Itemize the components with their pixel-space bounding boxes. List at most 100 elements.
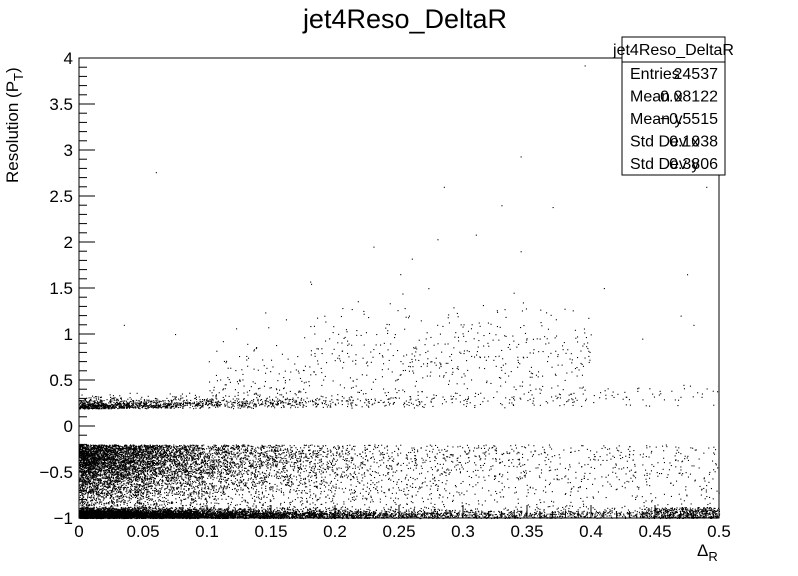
data-point xyxy=(444,458,445,459)
data-point xyxy=(306,470,307,471)
data-point xyxy=(147,484,148,485)
data-point xyxy=(193,476,194,477)
data-point xyxy=(378,466,379,467)
data-point xyxy=(426,460,427,461)
data-point xyxy=(110,486,111,487)
data-point xyxy=(249,470,250,471)
data-point xyxy=(136,466,137,467)
data-point xyxy=(342,488,343,489)
data-point xyxy=(458,369,459,370)
data-point xyxy=(199,396,200,397)
data-point xyxy=(629,457,630,458)
data-point xyxy=(540,310,541,311)
data-point xyxy=(582,346,583,347)
data-point xyxy=(571,362,572,363)
data-point xyxy=(164,471,165,472)
data-point xyxy=(351,462,352,463)
data-point xyxy=(300,466,301,467)
data-point xyxy=(153,504,154,505)
data-point xyxy=(95,488,96,489)
data-point xyxy=(120,489,121,490)
data-point xyxy=(148,491,149,492)
data-point xyxy=(275,447,276,448)
data-point xyxy=(118,498,119,499)
data-point xyxy=(579,387,580,388)
data-point xyxy=(239,453,240,454)
data-point xyxy=(630,478,631,479)
data-point xyxy=(484,448,485,449)
data-point xyxy=(346,474,347,475)
data-point xyxy=(234,483,235,484)
data-point xyxy=(538,508,539,509)
data-point xyxy=(284,468,285,469)
data-point xyxy=(516,389,517,390)
data-point xyxy=(170,469,171,470)
data-point xyxy=(545,343,546,344)
data-point xyxy=(277,402,278,403)
data-point xyxy=(278,457,279,458)
data-point xyxy=(562,512,563,513)
data-point xyxy=(183,452,184,453)
data-point xyxy=(382,376,383,377)
data-point xyxy=(221,508,222,509)
data-point xyxy=(403,363,404,364)
data-point xyxy=(609,509,610,510)
data-point xyxy=(94,495,95,496)
data-point xyxy=(306,445,307,446)
data-point xyxy=(125,500,126,501)
data-point xyxy=(654,397,655,398)
data-point xyxy=(167,458,168,459)
data-point xyxy=(149,407,150,408)
data-point xyxy=(389,360,390,361)
data-point xyxy=(311,467,312,468)
data-point xyxy=(225,460,226,461)
data-point xyxy=(241,482,242,483)
data-point xyxy=(459,494,460,495)
data-point xyxy=(149,478,150,479)
data-point xyxy=(384,448,385,449)
data-point xyxy=(409,371,410,372)
data-point xyxy=(218,491,219,492)
data-point xyxy=(567,401,568,402)
data-point xyxy=(237,405,238,406)
data-point xyxy=(266,475,267,476)
data-point xyxy=(699,459,700,460)
data-point xyxy=(519,511,520,512)
data-point xyxy=(204,400,205,401)
data-point xyxy=(193,408,194,409)
data-point xyxy=(184,472,185,473)
data-point xyxy=(253,461,254,462)
data-point xyxy=(609,511,610,512)
data-point xyxy=(423,460,424,461)
data-point xyxy=(484,454,485,455)
data-point xyxy=(439,452,440,453)
data-point xyxy=(330,474,331,475)
data-point xyxy=(474,455,475,456)
data-point xyxy=(381,480,382,481)
data-point xyxy=(301,381,302,382)
data-point xyxy=(244,464,245,465)
data-point xyxy=(85,502,86,503)
data-point xyxy=(240,489,241,490)
data-point xyxy=(594,509,595,510)
data-point xyxy=(304,482,305,483)
data-point xyxy=(164,455,165,456)
data-point xyxy=(292,501,293,502)
data-point xyxy=(455,393,456,394)
data-point xyxy=(116,502,117,503)
data-point xyxy=(557,509,558,510)
data-point xyxy=(180,468,181,469)
data-point xyxy=(546,464,547,465)
data-point xyxy=(679,473,680,474)
data-point xyxy=(174,452,175,453)
data-point xyxy=(300,475,301,476)
data-point xyxy=(114,400,115,401)
data-point xyxy=(545,460,546,461)
data-point xyxy=(497,312,498,313)
data-point xyxy=(514,492,515,493)
data-point xyxy=(185,467,186,468)
data-point xyxy=(330,490,331,491)
data-point xyxy=(270,400,271,401)
data-point xyxy=(577,400,578,401)
data-point xyxy=(235,396,236,397)
